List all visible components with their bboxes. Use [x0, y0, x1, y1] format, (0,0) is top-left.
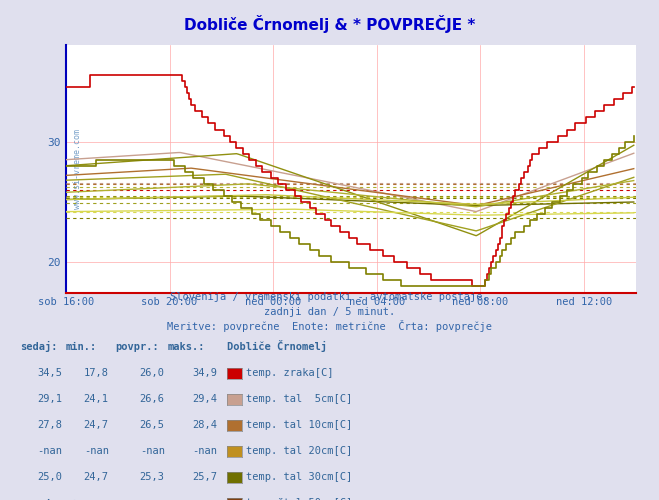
Text: 17,8: 17,8 [84, 368, 109, 378]
Text: 29,1: 29,1 [38, 394, 63, 404]
Text: temp. tal 10cm[C]: temp. tal 10cm[C] [246, 420, 352, 430]
Text: 25,0: 25,0 [38, 472, 63, 482]
Text: 29,4: 29,4 [192, 394, 217, 404]
Text: Dobliče Črnomelj & * POVPREČJE *: Dobliče Črnomelj & * POVPREČJE * [184, 15, 475, 33]
Text: Slovenija / vremenski podatki - avtomatske postaje.: Slovenija / vremenski podatki - avtomats… [170, 292, 489, 302]
Text: 25,3: 25,3 [140, 472, 165, 482]
Text: min.:: min.: [66, 342, 97, 352]
Text: 34,9: 34,9 [192, 368, 217, 378]
Text: zadnji dan / 5 minut.: zadnji dan / 5 minut. [264, 307, 395, 317]
Text: maks.:: maks.: [168, 342, 206, 352]
Text: -nan: -nan [84, 498, 109, 500]
Text: 24,1: 24,1 [84, 394, 109, 404]
Text: temp. tal  5cm[C]: temp. tal 5cm[C] [246, 394, 352, 404]
Text: -nan: -nan [140, 498, 165, 500]
Text: -nan: -nan [192, 498, 217, 500]
Text: sedaj:: sedaj: [20, 498, 57, 500]
Text: 26,0: 26,0 [140, 368, 165, 378]
Text: 24,7: 24,7 [84, 420, 109, 430]
Text: temp. tal 30cm[C]: temp. tal 30cm[C] [246, 472, 352, 482]
Text: 24,7: 24,7 [84, 472, 109, 482]
Text: 26,5: 26,5 [140, 420, 165, 430]
Text: -nan: -nan [38, 446, 63, 456]
Text: 34,5: 34,5 [38, 368, 63, 378]
Text: 26,6: 26,6 [140, 394, 165, 404]
Text: temp. tal 50cm[C]: temp. tal 50cm[C] [246, 498, 352, 500]
Text: temp. tal 20cm[C]: temp. tal 20cm[C] [246, 446, 352, 456]
Text: sedaj:: sedaj: [20, 341, 57, 352]
Text: 27,8: 27,8 [38, 420, 63, 430]
Text: 28,4: 28,4 [192, 420, 217, 430]
Text: povpr.:: povpr.: [115, 342, 159, 352]
Text: -nan: -nan [192, 446, 217, 456]
Text: Meritve: povprečne  Enote: metrične  Črta: povprečje: Meritve: povprečne Enote: metrične Črta:… [167, 320, 492, 332]
Text: 25,7: 25,7 [192, 472, 217, 482]
Text: -nan: -nan [140, 446, 165, 456]
Text: -nan: -nan [38, 498, 63, 500]
Text: Dobliče Črnomelj: Dobliče Črnomelj [227, 340, 328, 352]
Text: -nan: -nan [84, 446, 109, 456]
Text: www.si-vreme.com: www.si-vreme.com [72, 128, 82, 209]
Text: temp. zraka[C]: temp. zraka[C] [246, 368, 333, 378]
